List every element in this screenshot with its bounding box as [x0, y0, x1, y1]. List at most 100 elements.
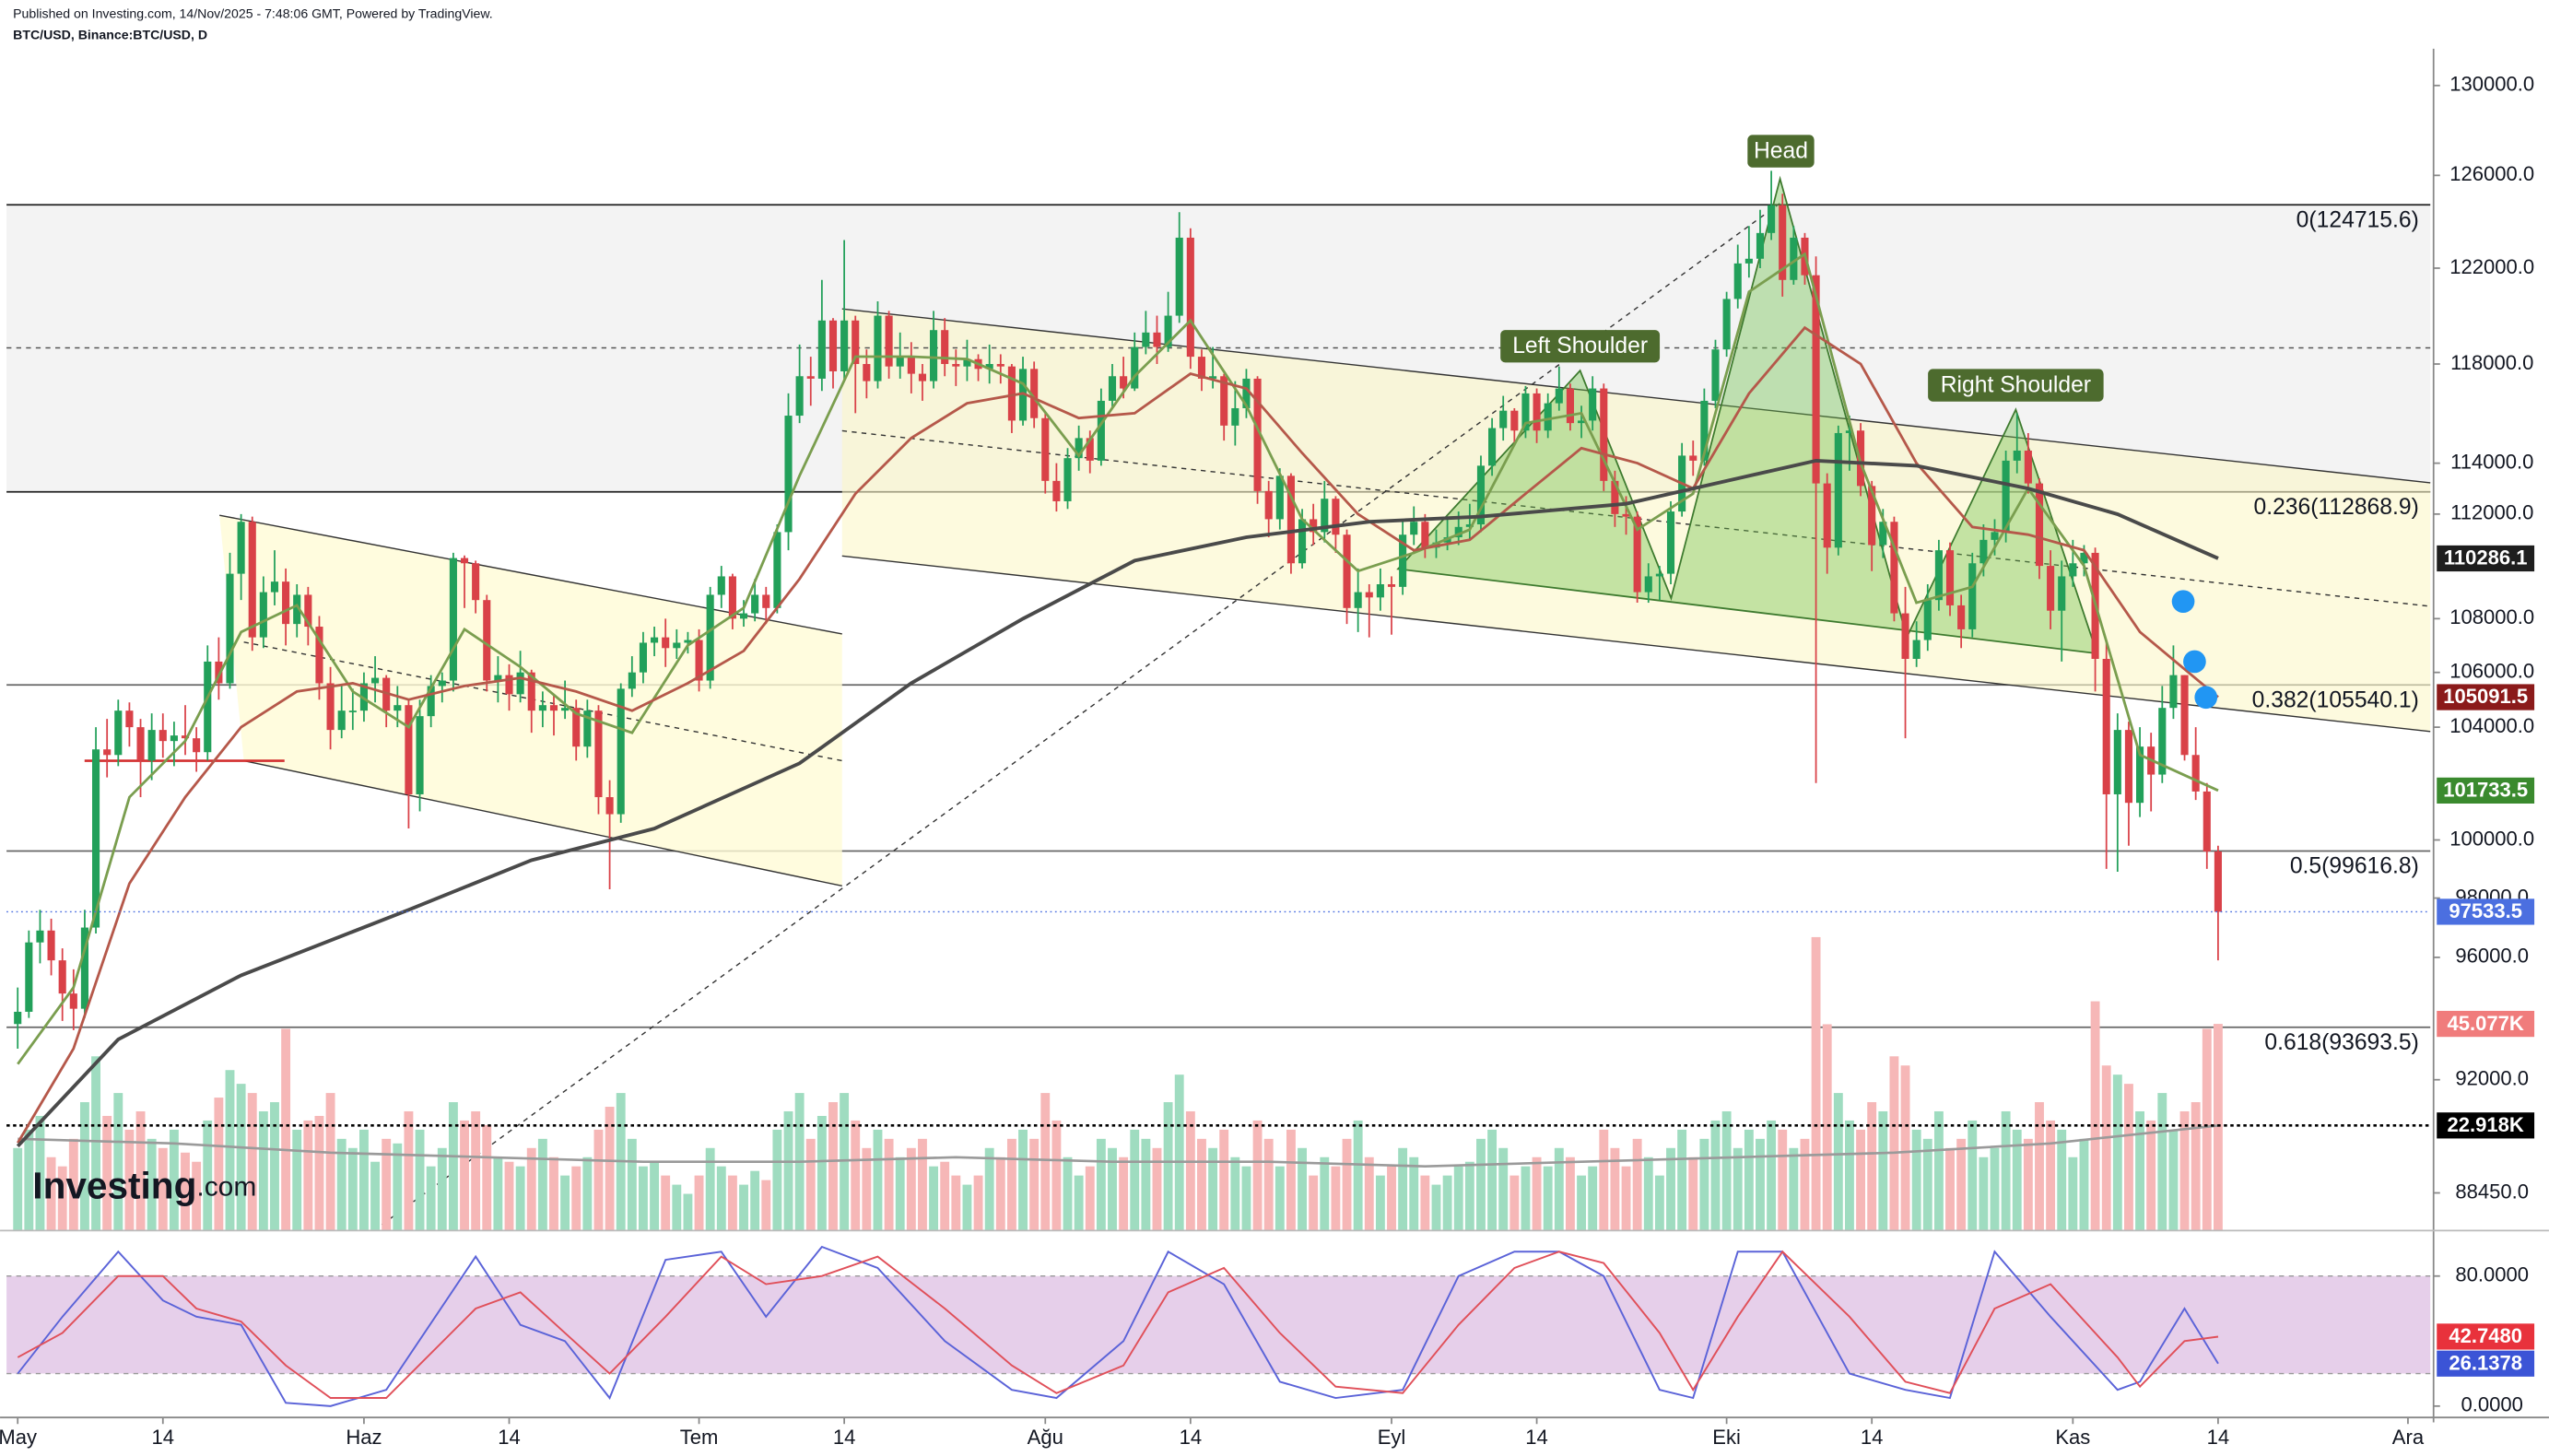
candle-body	[2013, 450, 2021, 461]
volume-bar	[851, 1120, 861, 1231]
volume-bar	[2157, 1093, 2167, 1231]
volume-bar	[1778, 1129, 1788, 1231]
pattern-label: Left Shoulder	[1512, 334, 1648, 358]
volume-bar	[181, 1152, 190, 1231]
candle-body	[304, 594, 312, 628]
volume-bar	[1833, 1093, 1843, 1231]
candle-body	[449, 558, 457, 681]
volume-bar	[1933, 1110, 1944, 1231]
x-tick-label: Ara	[2392, 1426, 2425, 1449]
volume-bar	[1632, 1138, 1642, 1231]
volume-bar	[1342, 1138, 1352, 1231]
volume-bar	[605, 1107, 615, 1231]
volume-bar	[2057, 1129, 2067, 1231]
candle-body	[1354, 592, 1362, 608]
candle-body	[930, 330, 938, 382]
candle-body	[2080, 552, 2088, 564]
volume-bar	[2068, 1157, 2078, 1231]
candle-body	[1097, 400, 1105, 461]
volume-bar	[1756, 1138, 1765, 1231]
candle-body	[583, 710, 592, 747]
candle-body	[1465, 524, 1474, 527]
candle-body	[2069, 563, 2077, 577]
logo: Investing.com	[32, 1164, 256, 1206]
candle-body	[527, 672, 535, 711]
candle-body	[538, 705, 546, 711]
candle-body	[2035, 483, 2044, 567]
candle-body	[427, 686, 435, 717]
x-tick-label: Eyl	[1378, 1426, 1406, 1449]
volume-bar	[2079, 1138, 2089, 1231]
candle-body	[91, 749, 100, 928]
volume-bar	[1453, 1166, 1463, 1231]
candle-body	[1744, 258, 1753, 264]
candle-body	[1823, 483, 1831, 548]
candle-body	[1499, 410, 1508, 429]
candle-body	[1321, 499, 1329, 533]
candle-body	[2102, 658, 2110, 794]
volume-bar	[772, 1129, 782, 1231]
volume-bar	[336, 1138, 347, 1231]
event-marker	[2194, 686, 2218, 710]
volume-bar	[1063, 1157, 1073, 1231]
candle-body	[963, 358, 971, 367]
candle-body	[405, 705, 413, 794]
volume-average	[18, 1124, 2219, 1168]
candle-body	[1544, 403, 1552, 431]
candle-body	[47, 930, 55, 961]
volume-bar	[1006, 1138, 1016, 1231]
candle-body	[918, 373, 927, 382]
candle-body	[1879, 522, 1887, 546]
candle-body	[69, 993, 77, 1009]
candle-body	[438, 680, 446, 687]
volume-bar	[347, 1147, 358, 1231]
y-tick-label: 92000.0	[2455, 1067, 2529, 1090]
volume-bar	[13, 1147, 23, 1231]
x-tick-label: Tem	[680, 1426, 719, 1449]
volume-bar	[739, 1184, 748, 1231]
logo-suffix: .com	[196, 1171, 256, 1202]
pattern-label: Head	[1754, 138, 1808, 163]
volume-bar	[650, 1161, 660, 1231]
channel-midline	[841, 429, 2431, 607]
volume-bar	[1398, 1147, 1408, 1231]
y-tick-label: 126000.0	[2449, 162, 2534, 185]
volume-bar	[1767, 1120, 1777, 1231]
candle-body	[416, 716, 424, 794]
price-layer: 0(124715.6) 0.236(112868.9) 0.382(105540.1…	[6, 170, 2431, 1148]
value-badge	[2437, 898, 2535, 925]
candle-body	[1733, 263, 1742, 299]
volume-bar	[1442, 1175, 1452, 1231]
volume-bar	[1721, 1110, 1732, 1231]
volume-bar	[639, 1166, 648, 1231]
trend-line	[373, 202, 1781, 1231]
volume-bar	[236, 1084, 246, 1231]
volume-bar	[750, 1170, 760, 1231]
candle-body	[1242, 378, 1251, 408]
volume-bar	[415, 1129, 425, 1231]
volume-bar	[1353, 1120, 1363, 1231]
volume-bar	[1945, 1147, 1955, 1231]
candle-body	[371, 677, 380, 684]
x-tick-label: Haz	[346, 1426, 382, 1449]
volume-bar	[1040, 1093, 1051, 1231]
candle-body	[170, 735, 178, 742]
axis-layer: 130000.0 126000.0 122000.0 118000.0 114000.0…	[0, 48, 2549, 1456]
volume-bar	[1263, 1138, 1274, 1231]
volume-bar	[1309, 1175, 1319, 1231]
candle-body	[1991, 532, 1999, 540]
stoch-band	[6, 1275, 2431, 1374]
volume-bar	[1543, 1166, 1553, 1231]
candle-body	[359, 683, 368, 711]
candle-body	[282, 581, 290, 625]
volume-bar	[1108, 1147, 1117, 1231]
volume-bar	[1621, 1166, 1631, 1231]
volume-bar	[2046, 1120, 2056, 1231]
fib-label: 0.618(93693.5)	[2264, 1030, 2418, 1055]
volume-bar	[1152, 1147, 1162, 1231]
candle-body	[494, 675, 502, 681]
candle-body	[784, 416, 793, 533]
volume-bar	[135, 1110, 146, 1231]
volume-bar	[325, 1093, 335, 1231]
y-tick-label: 104000.0	[2449, 714, 2534, 737]
